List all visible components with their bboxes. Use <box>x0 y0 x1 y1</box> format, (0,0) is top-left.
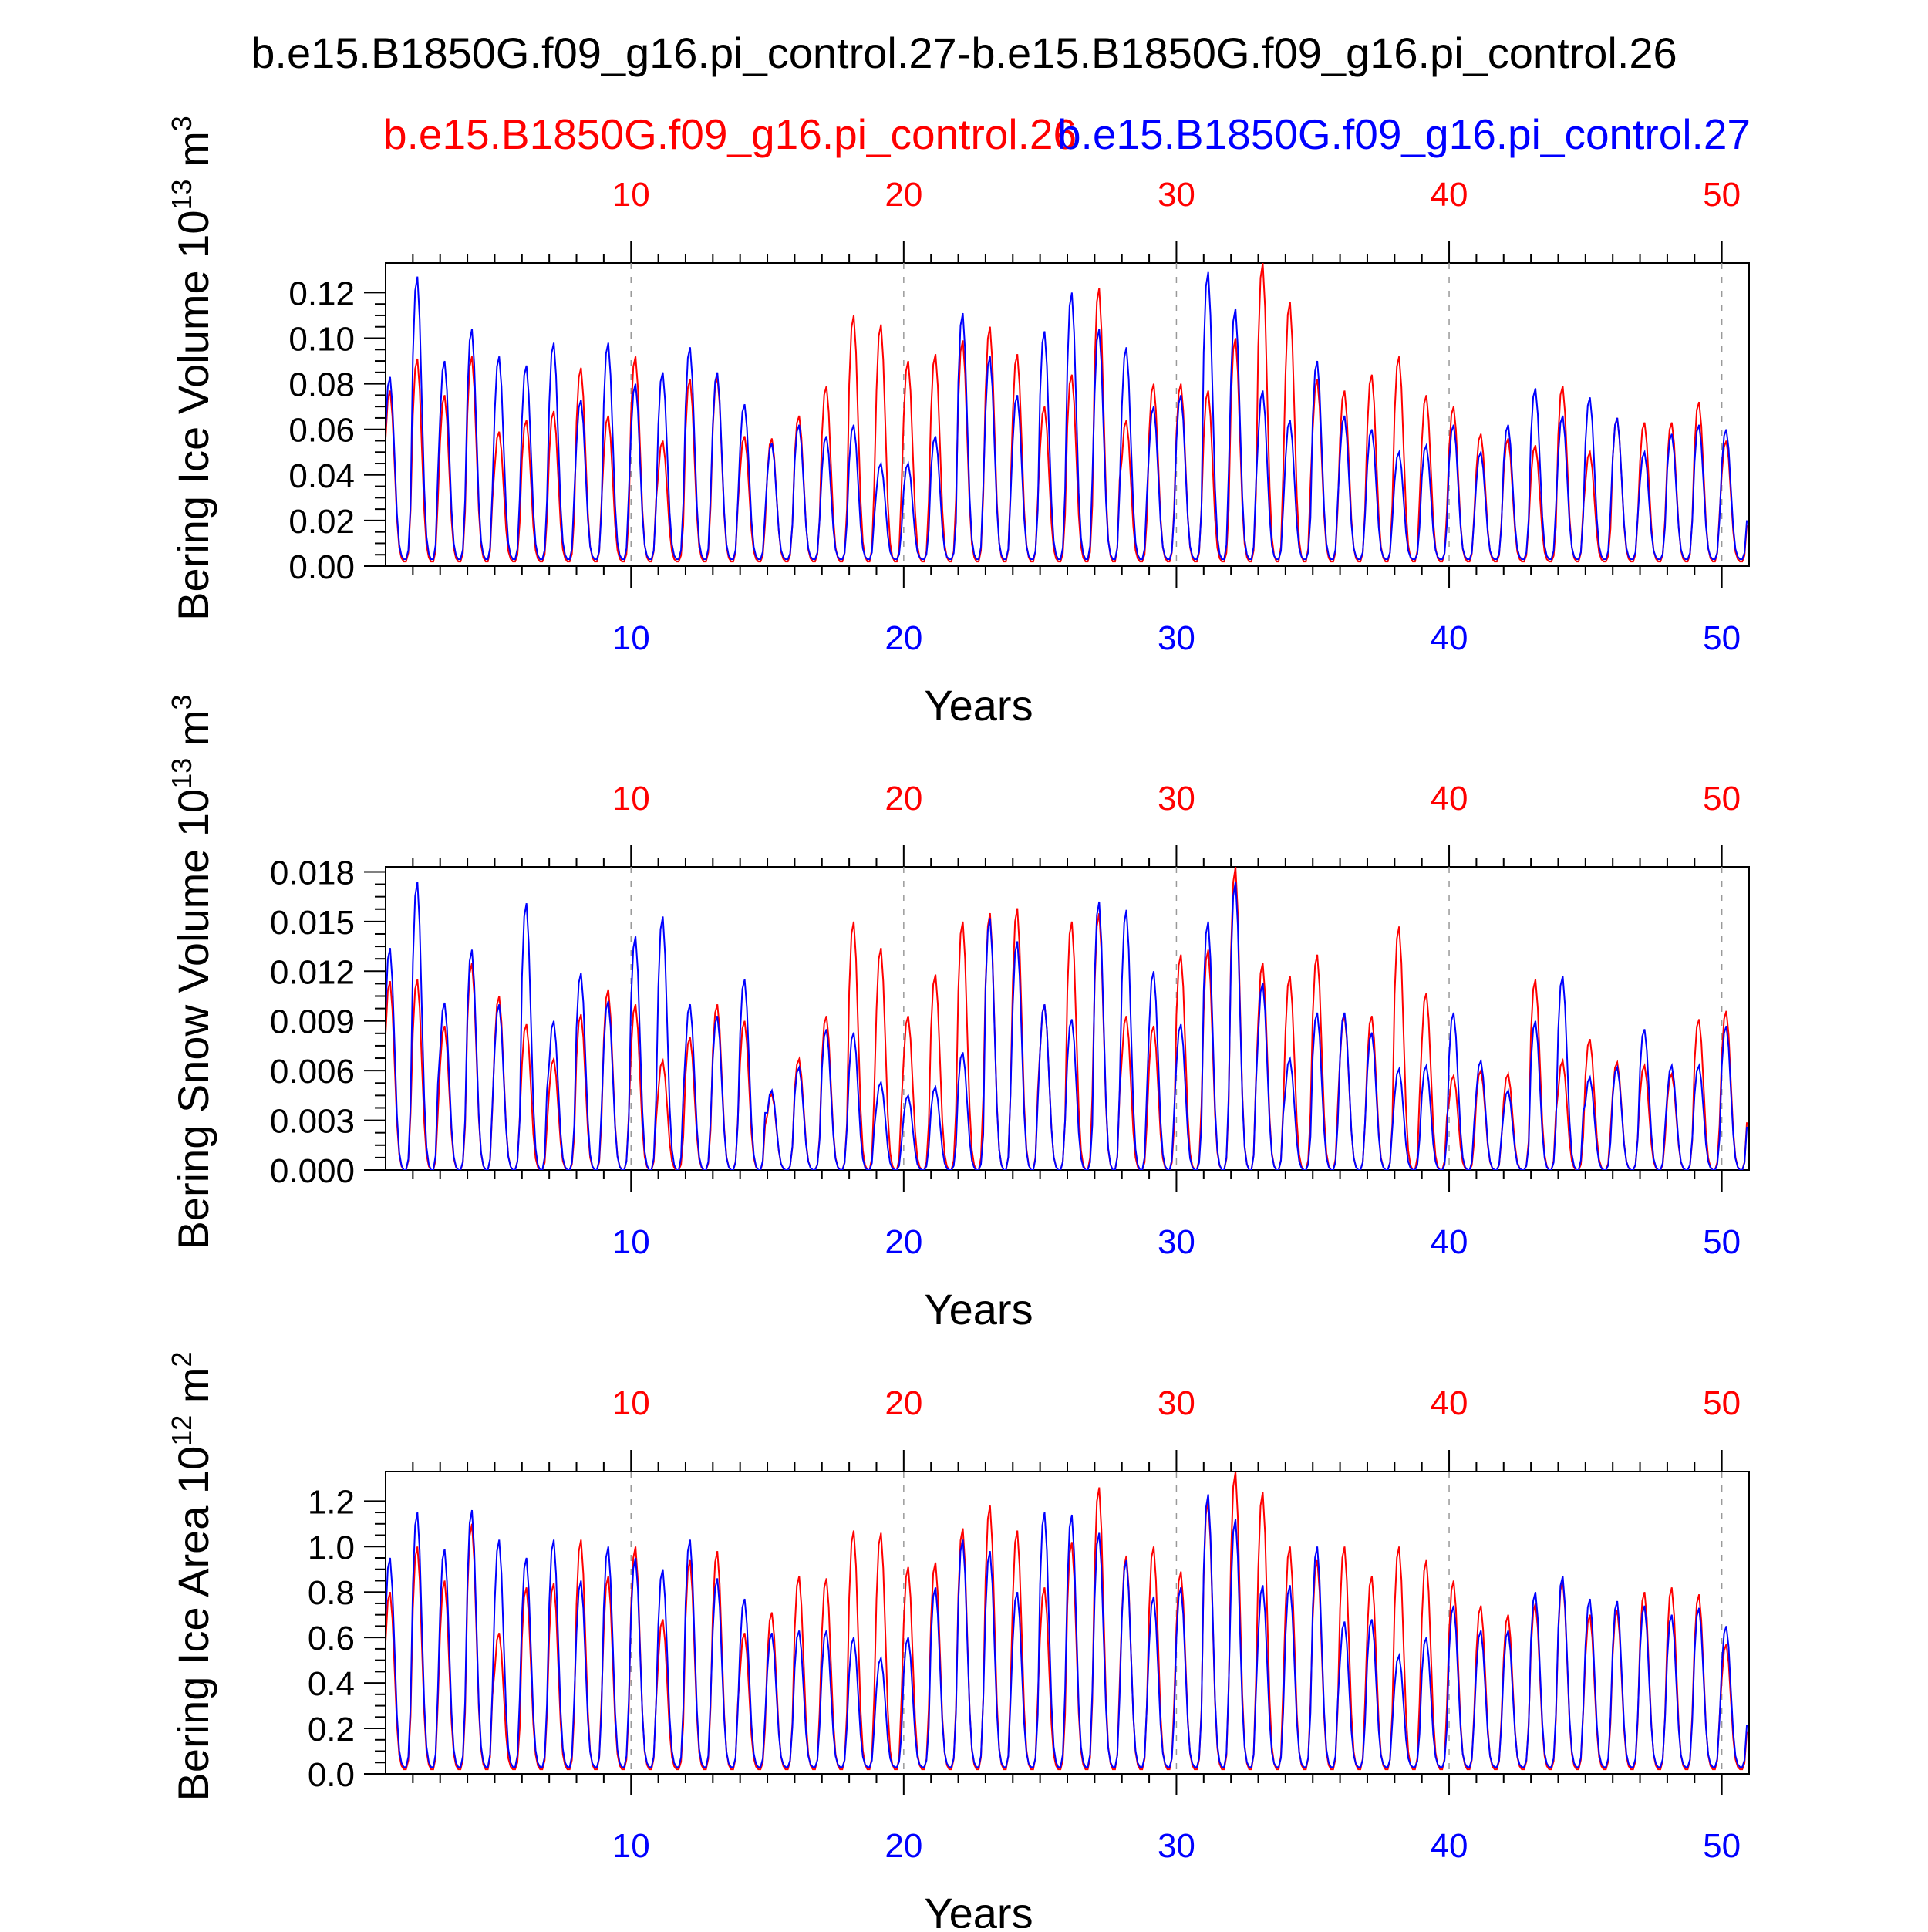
y-axis-label-unit-exponent: 2 <box>166 1351 197 1367</box>
y-axis-label-unit-exponent: 3 <box>166 116 197 131</box>
y-tick-label: 0.018 <box>270 854 355 892</box>
y-tick-label: 0.04 <box>288 457 355 495</box>
x-tick-label-top: 30 <box>1158 176 1195 214</box>
x-tick-label-bottom: 40 <box>1431 1827 1468 1865</box>
series-line-control-27 <box>386 1494 1748 1768</box>
y-tick-label: 0.015 <box>270 904 355 942</box>
y-tick-label: 0.4 <box>308 1665 355 1703</box>
x-tick-label-bottom: 20 <box>885 619 922 657</box>
y-axis-label-unit: m <box>169 131 217 179</box>
y-axis-label: Bering Ice Volume 1013 m3 <box>166 116 217 621</box>
y-tick-label: 0.08 <box>288 366 355 404</box>
y-axis-label-unit: m <box>169 710 217 758</box>
y-tick-label: 0.02 <box>288 503 355 541</box>
y-tick-label: 0.000 <box>270 1152 355 1190</box>
x-tick-label-bottom: 40 <box>1431 1223 1468 1261</box>
x-tick-label-bottom: 50 <box>1703 619 1741 657</box>
y-axis-label: Bering Ice Area 1012 m2 <box>166 1351 217 1801</box>
x-tick-label-top: 30 <box>1158 780 1195 818</box>
x-axis-label: Years <box>924 681 1033 730</box>
x-tick-label-top: 20 <box>885 176 922 214</box>
x-tick-label-bottom: 20 <box>885 1827 922 1865</box>
x-tick-label-top: 10 <box>612 780 650 818</box>
y-tick-label: 0.2 <box>308 1711 355 1748</box>
y-axis-label-main: Bering Ice Area 10 <box>169 1446 217 1802</box>
x-tick-label-bottom: 30 <box>1158 1827 1195 1865</box>
legend-series-b: b.e15.B1850G.f09_g16.pi_control.27 <box>1057 110 1751 158</box>
x-tick-label-top: 20 <box>885 780 922 818</box>
y-axis-label-exponent: 13 <box>166 179 197 210</box>
x-tick-label-top: 10 <box>612 1384 650 1422</box>
y-tick-label: 0.006 <box>270 1053 355 1091</box>
x-tick-label-top: 40 <box>1431 780 1468 818</box>
x-tick-label-top: 10 <box>612 176 650 214</box>
y-tick-label: 0.06 <box>288 412 355 450</box>
y-tick-label: 1.2 <box>308 1483 355 1521</box>
x-axis-label: Years <box>924 1285 1033 1334</box>
x-tick-label-bottom: 50 <box>1703 1827 1741 1865</box>
y-tick-label: 0.12 <box>288 275 355 312</box>
y-tick-label: 0.6 <box>308 1620 355 1657</box>
y-axis-label-main: Bering Snow Volume 10 <box>169 789 217 1250</box>
y-tick-label: 0.012 <box>270 953 355 991</box>
y-tick-label: 0.0 <box>308 1756 355 1794</box>
y-axis-label-exponent: 12 <box>166 1415 197 1446</box>
y-tick-label: 0.8 <box>308 1574 355 1612</box>
y-tick-label: 0.009 <box>270 1003 355 1041</box>
legend-series-a: b.e15.B1850G.f09_g16.pi_control.26 <box>383 110 1077 158</box>
y-tick-label: 0.00 <box>288 548 355 586</box>
x-tick-label-bottom: 10 <box>612 1223 650 1261</box>
x-tick-label-bottom: 10 <box>612 1827 650 1865</box>
y-tick-label: 0.003 <box>270 1103 355 1141</box>
y-axis-label-exponent: 13 <box>166 758 197 789</box>
x-tick-label-bottom: 50 <box>1703 1223 1741 1261</box>
x-tick-label-top: 50 <box>1703 1384 1741 1422</box>
x-tick-label-bottom: 30 <box>1158 619 1195 657</box>
x-tick-label-top: 40 <box>1431 1384 1468 1422</box>
x-tick-label-bottom: 40 <box>1431 619 1468 657</box>
y-axis-label-unit: m <box>169 1367 217 1415</box>
y-axis-label: Bering Snow Volume 1013 m3 <box>166 694 217 1249</box>
y-tick-label: 1.0 <box>308 1529 355 1566</box>
x-tick-label-bottom: 30 <box>1158 1223 1195 1261</box>
y-axis-label-unit-exponent: 3 <box>166 694 197 710</box>
figure-title: b.e15.B1850G.f09_g16.pi_control.27-b.e15… <box>251 29 1677 77</box>
panel-snow-volume: 10 10 20 20 30 30 40 40 50 50 0.000 0.003 0.006 0.009… <box>166 694 1750 1334</box>
y-axis-label-main: Bering Ice Volume 10 <box>169 210 217 620</box>
series-line-control-27 <box>386 271 1748 561</box>
x-tick-label-bottom: 10 <box>612 619 650 657</box>
x-tick-label-top: 30 <box>1158 1384 1195 1422</box>
x-tick-label-top: 20 <box>885 1384 922 1422</box>
x-tick-label-top: 50 <box>1703 780 1741 818</box>
x-tick-label-top: 50 <box>1703 176 1741 214</box>
panel-ice-volume: 10 10 20 20 30 30 40 40 50 50 0.00 0.02 0.04 0.06 0.08… <box>166 116 1750 730</box>
x-axis-label: Years <box>924 1889 1033 1928</box>
series-line-control-27 <box>386 882 1748 1170</box>
y-tick-label: 0.10 <box>288 321 355 359</box>
panel-ice-area: 10 10 20 20 30 30 40 40 50 50 0.0 0.2 0.4 0.6 0.8 1.0 1.… <box>166 1351 1750 1932</box>
x-tick-label-top: 40 <box>1431 176 1468 214</box>
x-tick-label-bottom: 20 <box>885 1223 922 1261</box>
